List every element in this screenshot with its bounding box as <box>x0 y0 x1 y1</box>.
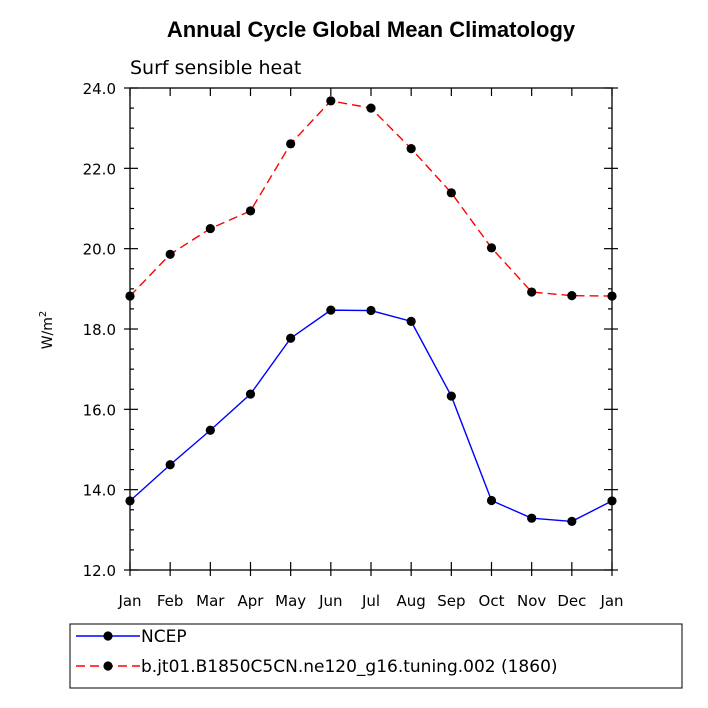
data-point <box>366 305 376 316</box>
data-point <box>406 144 416 154</box>
series-line <box>129 309 613 523</box>
data-point <box>527 513 537 523</box>
data-point <box>446 391 456 401</box>
x-tick-label: Oct <box>479 592 505 610</box>
legend: NCEP b.jt01.B1850C5CN.ne120_g16.tuning.00… <box>76 627 558 677</box>
legend-marker <box>103 661 113 671</box>
data-point <box>245 206 256 216</box>
y-axis-label-exponent: 2 <box>38 311 49 317</box>
data-point <box>567 291 577 301</box>
data-point <box>286 139 296 149</box>
plot-frame <box>129 87 613 571</box>
legend-marker <box>103 631 113 641</box>
x-tick-label: Jan <box>117 592 141 610</box>
x-tick-label: Nov <box>517 592 546 610</box>
data-point <box>486 243 497 253</box>
x-tick-label: Jun <box>318 592 342 610</box>
y-axis-label: W/m2 <box>38 311 56 350</box>
data-point <box>486 495 497 506</box>
y-tick-label: 14.0 <box>83 482 116 500</box>
x-tick-label: Dec <box>557 592 586 610</box>
y-tick-label: 24.0 <box>83 80 116 98</box>
x-tick-label: Feb <box>157 592 184 610</box>
series-2 <box>125 96 617 301</box>
y-tick-label: 16.0 <box>83 401 116 419</box>
chart-title: Annual Cycle Global Mean Climatology <box>167 17 576 42</box>
data-point <box>165 460 175 470</box>
x-tick-label: Sep <box>437 592 465 610</box>
axes: Jan Feb Mar Apr May Jun Jul Aug Sep Oct Nov Dec Jan1… <box>83 80 624 610</box>
data-point <box>406 316 416 326</box>
y-tick-label: 20.0 <box>83 241 116 259</box>
data-point <box>326 305 336 315</box>
data-point <box>567 516 577 526</box>
data-point <box>446 188 456 198</box>
x-tick-label: May <box>275 592 306 610</box>
x-tick-label: Aug <box>397 592 426 610</box>
x-tick-label: Mar <box>196 592 225 610</box>
data-point <box>205 223 215 234</box>
y-tick-label: 12.0 <box>83 562 116 580</box>
data-point <box>366 103 376 113</box>
x-tick-label: Apr <box>238 592 265 610</box>
data-point <box>326 96 336 106</box>
data-point <box>245 389 256 399</box>
x-tick-label: Jan <box>599 592 623 610</box>
x-tick-label: Jul <box>361 592 380 610</box>
series-1 <box>125 305 617 526</box>
legend-box <box>69 623 683 689</box>
legend-label: b.jt01.B1850C5CN.ne120_g16.tuning.002 (1… <box>141 657 558 677</box>
series-line <box>129 100 613 297</box>
data-point <box>527 287 537 297</box>
data-point <box>125 496 135 506</box>
data-point <box>205 425 215 435</box>
y-axis-label-unit: W/m <box>40 317 56 349</box>
series-layer <box>125 96 617 526</box>
y-tick-label: 22.0 <box>83 160 116 178</box>
y-tick-label: 18.0 <box>83 321 116 339</box>
chart-subtitle: Surf sensible heat <box>130 57 301 79</box>
data-point <box>165 249 175 259</box>
data-point <box>125 291 135 301</box>
data-point <box>286 333 296 343</box>
data-point <box>607 496 617 506</box>
legend-label: NCEP <box>141 627 187 647</box>
data-point <box>607 291 617 301</box>
